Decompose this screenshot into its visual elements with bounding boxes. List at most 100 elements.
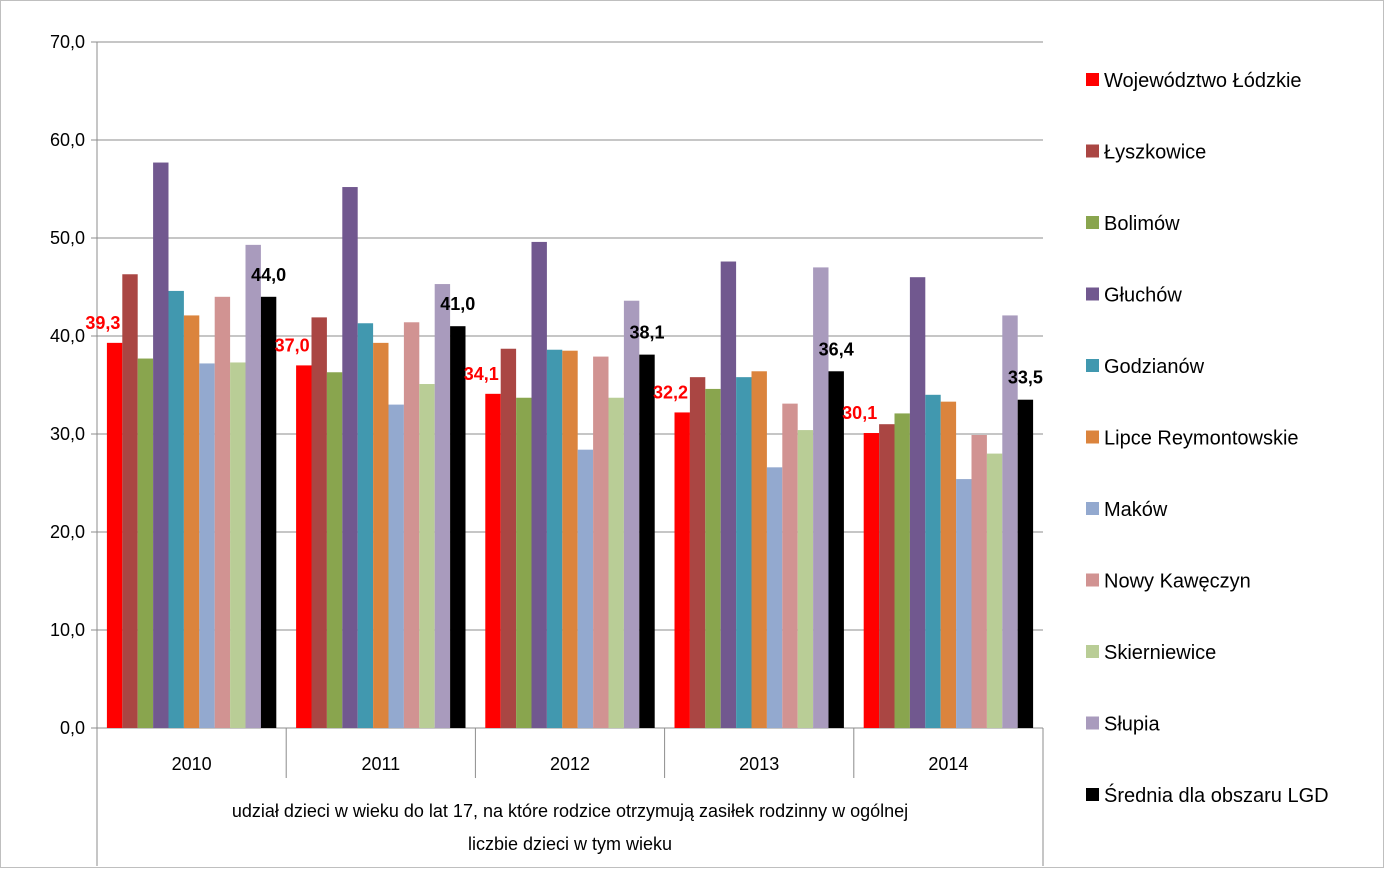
data-label: 41,0 [440, 294, 475, 314]
bar [403, 322, 420, 728]
bar [153, 162, 169, 729]
bar [674, 412, 690, 728]
bar [214, 296, 231, 728]
bar [577, 449, 594, 728]
legend-swatch [1086, 788, 1099, 801]
y-tick-label: 50,0 [50, 228, 85, 248]
y-tick-label: 70,0 [50, 32, 85, 52]
legend-label: Godzianów [1104, 356, 1205, 378]
bar [940, 401, 957, 728]
data-label: 39,3 [85, 313, 120, 333]
bar [342, 187, 358, 729]
bar [357, 323, 374, 728]
y-tick-label: 0,0 [60, 718, 85, 738]
legend-label: Głuchów [1104, 285, 1182, 307]
bar [516, 397, 532, 728]
y-tick-label: 10,0 [50, 620, 85, 640]
bar [311, 317, 327, 728]
category-group-label: liczbie dzieci w tym wieku [468, 834, 672, 854]
bar [388, 404, 404, 728]
bar [608, 397, 624, 728]
bar [863, 433, 880, 728]
legend-label: Lipce Reymontowskie [1104, 428, 1299, 450]
legend-label: Słupia [1104, 714, 1160, 736]
legend-swatch [1086, 359, 1099, 372]
x-tick-label: 2013 [739, 754, 779, 774]
bar [689, 377, 706, 728]
category-group-label: udział dzieci w wieku do lat 17, na któr… [232, 801, 908, 821]
bar [1002, 315, 1018, 728]
bar [373, 342, 389, 728]
bar [879, 424, 895, 728]
legend-label: Łyszkowice [1104, 142, 1206, 164]
bar [623, 300, 640, 728]
bar [500, 348, 517, 728]
bar [450, 326, 466, 728]
x-tick-label: 2010 [172, 754, 212, 774]
bar [562, 350, 578, 728]
legend-label: Bolimów [1104, 213, 1180, 235]
bar [230, 362, 246, 728]
bar [705, 388, 721, 728]
legend-label: Maków [1104, 499, 1168, 521]
data-label: 36,4 [819, 339, 854, 359]
bars [106, 162, 1034, 729]
legend-swatch [1086, 716, 1099, 730]
data-label: 38,1 [629, 323, 664, 343]
bar [797, 430, 814, 728]
bar [546, 349, 563, 728]
bar [183, 315, 200, 728]
bar [925, 394, 941, 728]
bar [720, 261, 737, 728]
bar [326, 372, 343, 728]
bar [971, 434, 987, 728]
bar [813, 267, 829, 728]
legend-swatch [1086, 144, 1099, 158]
bar [296, 365, 312, 728]
bar [531, 241, 547, 729]
bar [106, 342, 123, 728]
y-tick-label: 40,0 [50, 326, 85, 346]
bar [956, 479, 972, 728]
bar [137, 358, 154, 728]
legend-swatch [1086, 73, 1099, 86]
data-label: 32,2 [653, 382, 688, 402]
bar [782, 403, 798, 728]
data-label: 33,5 [1008, 368, 1043, 388]
legend-swatch [1086, 430, 1099, 444]
bar [245, 244, 261, 729]
legend-swatch [1086, 216, 1099, 229]
bar [909, 277, 926, 728]
data-label: 30,1 [842, 403, 877, 423]
legend-swatch [1086, 573, 1099, 587]
bar [828, 371, 844, 728]
y-tick-label: 60,0 [50, 130, 85, 150]
bar [122, 274, 138, 728]
bar [1017, 399, 1034, 728]
legend-swatch [1086, 645, 1099, 658]
legend-label: Województwo Łódzkie [1104, 70, 1302, 92]
bar [639, 354, 655, 728]
bar [593, 356, 609, 728]
data-label: 34,1 [464, 364, 499, 384]
legend-swatch [1086, 502, 1099, 515]
bar [485, 393, 501, 728]
legend: Województwo Łódzkie Łyszkowice Bolimów Głuc… [1086, 70, 1329, 807]
legend-label: Średnia dla obszaru LGD [1104, 783, 1329, 807]
bar [894, 413, 910, 728]
x-tick-label: 2014 [928, 754, 968, 774]
bar [434, 284, 451, 728]
legend-label: Skierniewice [1104, 642, 1216, 664]
bar [199, 363, 215, 728]
bar [168, 290, 184, 728]
bar [986, 453, 1003, 728]
legend-swatch [1086, 287, 1099, 301]
data-label: 37,0 [275, 335, 310, 355]
data-labels: 39,3 37,0 34,1 32,2 30,1 44,0 41,0 38,1 36,4 33,5 [85, 265, 1043, 423]
y-tick-label: 20,0 [50, 522, 85, 542]
x-tick-label: 2012 [550, 754, 590, 774]
bar [419, 384, 435, 728]
x-tick-label: 2011 [361, 754, 400, 774]
